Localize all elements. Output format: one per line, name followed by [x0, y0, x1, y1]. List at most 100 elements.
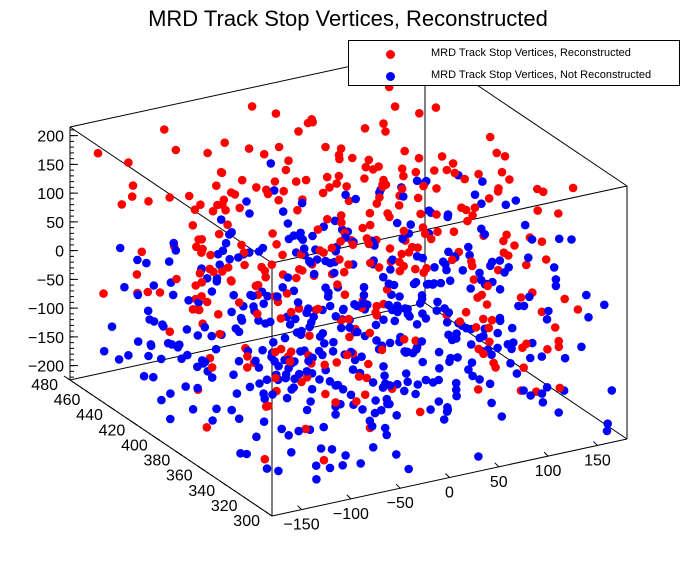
point-reconstructed: [555, 383, 565, 393]
point-reconstructed: [433, 227, 442, 236]
point-not-reconstructed: [368, 378, 378, 387]
y-minor-tick: [250, 501, 255, 505]
point-not-reconstructed: [359, 290, 369, 300]
y-tick-label: 320: [211, 498, 238, 515]
point-reconstructed: [230, 190, 240, 199]
point-not-reconstructed: [259, 417, 269, 427]
point-reconstructed: [214, 310, 223, 319]
point-reconstructed: [447, 255, 457, 265]
point-not-reconstructed: [149, 317, 159, 326]
point-not-reconstructed: [412, 320, 422, 329]
point-reconstructed: [365, 328, 375, 338]
point-not-reconstructed: [348, 365, 358, 374]
point-not-reconstructed: [291, 314, 300, 324]
point-not-reconstructed: [327, 445, 337, 454]
point-not-reconstructed: [120, 282, 129, 292]
y-minor-tick: [89, 392, 93, 396]
legend-label: MRD Track Stop Vertices, Not Reconstruct…: [431, 69, 652, 81]
point-reconstructed: [271, 373, 280, 383]
y-minor-tick: [160, 441, 165, 444]
y-minor-tick: [178, 453, 183, 456]
point-not-reconstructed: [551, 275, 561, 284]
point-not-reconstructed: [400, 347, 409, 356]
legend-entry-reconstructed: MRD Track Stop Vertices, Reconstructed: [349, 45, 679, 65]
point-not-reconstructed: [421, 375, 431, 385]
point-reconstructed: [381, 127, 390, 136]
point-reconstructed: [223, 220, 232, 229]
x-tick: [297, 505, 302, 510]
point-not-reconstructed: [384, 300, 394, 310]
point-not-reconstructed: [480, 230, 490, 239]
point-not-reconstructed: [519, 301, 529, 311]
point-reconstructed: [426, 234, 436, 244]
point-not-reconstructed: [446, 353, 455, 363]
point-reconstructed: [457, 203, 466, 212]
data-points: [93, 70, 617, 484]
point-reconstructed: [573, 305, 583, 314]
point-not-reconstructed: [434, 375, 444, 385]
point-not-reconstructed: [358, 405, 367, 414]
point-not-reconstructed: [331, 410, 340, 419]
point-reconstructed: [413, 193, 423, 203]
point-reconstructed: [237, 175, 247, 185]
point-not-reconstructed: [485, 379, 495, 389]
point-not-reconstructed: [114, 355, 124, 364]
y-tick-label: 380: [144, 453, 171, 470]
point-not-reconstructed: [321, 283, 330, 293]
point-not-reconstructed: [475, 268, 484, 278]
point-not-reconstructed: [254, 363, 264, 372]
point-reconstructed: [484, 194, 494, 203]
point-reconstructed: [301, 424, 310, 434]
y-minor-tick: [75, 383, 80, 387]
y-minor-tick: [80, 386, 84, 390]
point-reconstructed: [568, 183, 578, 193]
point-reconstructed: [221, 205, 230, 215]
point-not-reconstructed: [216, 215, 226, 224]
y-minor-tick: [264, 510, 268, 514]
point-not-reconstructed: [252, 432, 261, 442]
point-reconstructed: [537, 307, 547, 317]
x-tick: [395, 483, 401, 489]
point-reconstructed: [284, 156, 293, 165]
point-not-reconstructed: [258, 243, 268, 253]
point-reconstructed: [261, 402, 271, 411]
point-reconstructed: [479, 349, 488, 359]
point-not-reconstructed: [422, 280, 432, 289]
point-not-reconstructed: [208, 416, 217, 425]
point-not-reconstructed: [385, 338, 395, 348]
point-reconstructed: [202, 297, 212, 307]
point-reconstructed: [500, 152, 510, 161]
point-not-reconstructed: [139, 371, 149, 381]
y-minor-tick: [210, 474, 214, 478]
point-reconstructed: [261, 272, 271, 282]
point-reconstructed: [252, 309, 262, 319]
y-minor-tick: [138, 425, 143, 429]
point-not-reconstructed: [403, 377, 413, 387]
point-not-reconstructed: [284, 431, 294, 440]
point-not-reconstructed: [353, 327, 362, 337]
point-reconstructed: [319, 248, 328, 257]
point-reconstructed: [374, 263, 384, 272]
point-reconstructed: [484, 323, 494, 333]
point-not-reconstructed: [512, 369, 522, 378]
point-reconstructed: [378, 180, 387, 189]
point-not-reconstructed: [259, 389, 268, 398]
z-tick-label: 150: [37, 157, 64, 174]
point-reconstructed: [237, 240, 246, 250]
point-not-reconstructed: [242, 197, 251, 206]
point-not-reconstructed: [464, 365, 473, 374]
x-tick-label: −100: [333, 506, 369, 523]
legend: MRD Track Stop Vertices, Reconstructed M…: [348, 40, 680, 86]
point-not-reconstructed: [306, 258, 315, 268]
z-tick-label: 100: [37, 186, 64, 203]
point-not-reconstructed: [146, 341, 156, 351]
point-not-reconstructed: [167, 340, 177, 349]
point-not-reconstructed: [331, 381, 341, 390]
point-not-reconstructed: [445, 276, 455, 286]
y-minor-tick: [232, 489, 237, 493]
point-not-reconstructed: [551, 281, 561, 291]
point-reconstructed: [344, 260, 353, 269]
point-not-reconstructed: [368, 443, 378, 452]
point-reconstructed: [212, 181, 221, 190]
point-not-reconstructed: [315, 375, 324, 384]
